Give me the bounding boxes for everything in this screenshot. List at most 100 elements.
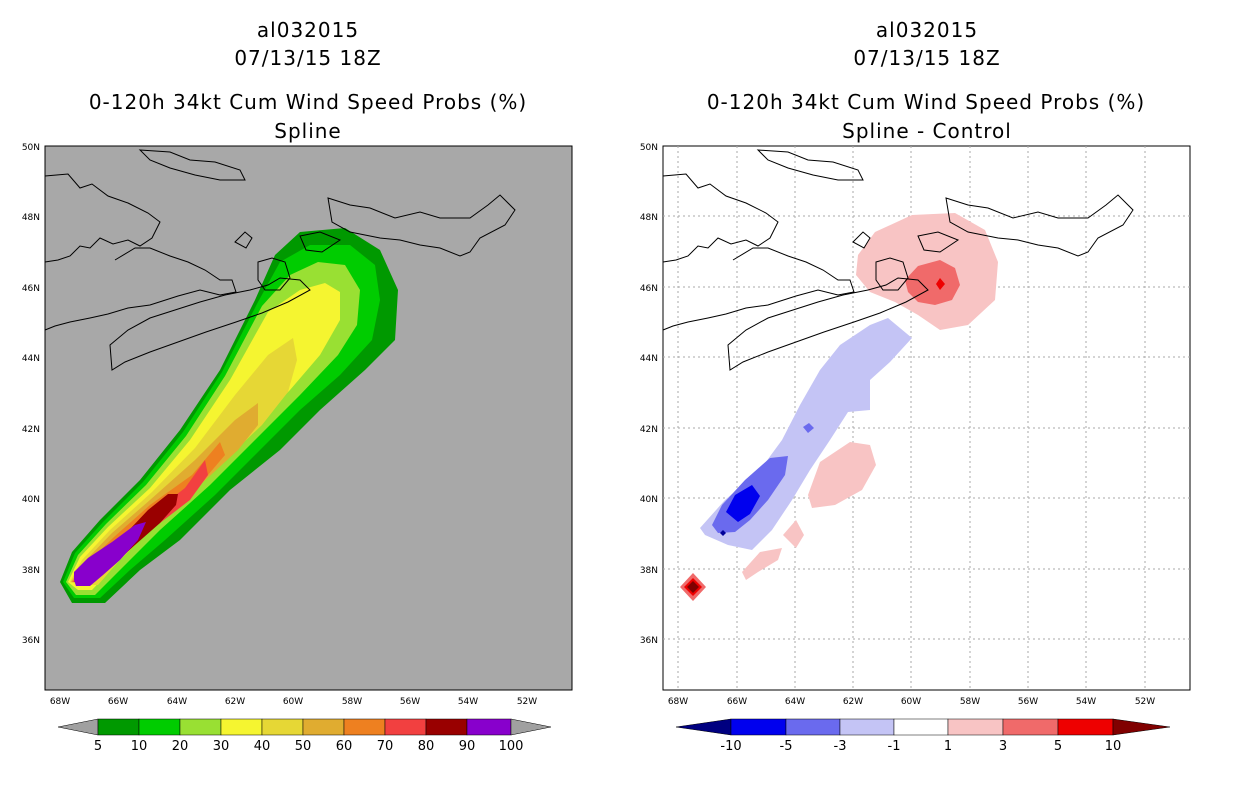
left-lon-label: 52W bbox=[517, 697, 537, 707]
left-lat-label: 42N bbox=[22, 425, 40, 435]
left-title-product: 0-120h 34kt Cum Wind Speed Probs (%) bbox=[88, 90, 528, 114]
right-difference-contours bbox=[680, 213, 998, 601]
right-colorbar-label: -5 bbox=[780, 739, 793, 754]
right-colorbar-label: 3 bbox=[999, 739, 1007, 754]
diff-neg-5-track bbox=[726, 485, 760, 522]
diff-pos-5-north bbox=[936, 278, 945, 290]
diff-pos-1-small-b bbox=[742, 548, 782, 580]
left-title-storm-id: al032015 bbox=[256, 18, 360, 42]
left-colorbar-label: 80 bbox=[418, 739, 435, 754]
right-colorbar-label: -10 bbox=[720, 739, 741, 754]
left-lat-label: 44N bbox=[22, 354, 40, 364]
left-lon-label: 58W bbox=[342, 697, 362, 707]
right-lat-label: 46N bbox=[640, 284, 658, 294]
right-lat-label: 44N bbox=[640, 354, 658, 364]
right-lon-label: 58W bbox=[960, 697, 980, 707]
left-colorbar-end-low bbox=[57, 718, 99, 736]
left-colorbar-swatch bbox=[302, 718, 345, 736]
right-lat-label: 48N bbox=[640, 213, 658, 223]
left-colorbar-labels: 5 10 20 30 40 50 60 70 80 90 100 bbox=[94, 739, 524, 754]
right-coastline bbox=[662, 149, 1134, 371]
diff-pos-3-north bbox=[905, 260, 960, 305]
right-lon-label: 54W bbox=[1076, 697, 1096, 707]
right-colorbar-label: 1 bbox=[944, 739, 952, 754]
right-lon-label: 56W bbox=[1018, 697, 1038, 707]
left-colorbar-swatch bbox=[261, 718, 304, 736]
right-lat-label: 42N bbox=[640, 425, 658, 435]
left-lon-label: 62W bbox=[225, 697, 245, 707]
right-colorbar-swatch bbox=[1057, 718, 1114, 736]
left-colorbar-label: 20 bbox=[172, 739, 189, 754]
diff-pos-1-east bbox=[808, 442, 876, 508]
left-title-method: Spline bbox=[274, 119, 342, 143]
left-lat-label: 36N bbox=[22, 636, 40, 646]
left-colorbar-swatch bbox=[179, 718, 222, 736]
right-lat-label: 50N bbox=[640, 143, 658, 153]
left-lat-label: 40N bbox=[22, 495, 40, 505]
left-colorbar-label: 5 bbox=[94, 739, 102, 754]
left-colorbar-label: 40 bbox=[254, 739, 271, 754]
right-lat-axis: 50N 48N 46N 44N 42N 40N 38N 36N bbox=[640, 143, 658, 646]
right-colorbar-swatch bbox=[839, 718, 895, 736]
right-title-method: Spline - Control bbox=[842, 119, 1012, 143]
right-lon-label: 66W bbox=[727, 697, 747, 707]
right-colorbar-swatch bbox=[947, 718, 1004, 736]
right-colorbar-label: -1 bbox=[888, 739, 901, 754]
right-colorbar-end-low bbox=[675, 718, 732, 736]
right-colorbar-swatch bbox=[893, 718, 949, 736]
left-colorbar-label: 60 bbox=[336, 739, 353, 754]
diff-spot-inner bbox=[687, 581, 699, 593]
left-lon-label: 54W bbox=[458, 697, 478, 707]
right-lon-label: 52W bbox=[1135, 697, 1155, 707]
right-title-date: 07/13/15 18Z bbox=[853, 46, 1001, 70]
left-lon-label: 68W bbox=[50, 697, 70, 707]
right-lon-axis: 68W 66W 64W 62W 60W 58W 56W 54W 52W bbox=[668, 697, 1155, 707]
left-probability-contours bbox=[60, 228, 398, 603]
left-colorbar-swatch bbox=[425, 718, 468, 736]
left-lat-label: 48N bbox=[22, 213, 40, 223]
left-lon-label: 64W bbox=[167, 697, 187, 707]
diff-neg-10-spot bbox=[720, 530, 726, 536]
right-colorbar-labels: -10 -5 -3 -1 1 3 5 10 bbox=[720, 739, 1121, 754]
left-lon-label: 56W bbox=[400, 697, 420, 707]
right-title-product: 0-120h 34kt Cum Wind Speed Probs (%) bbox=[706, 90, 1146, 114]
right-colorbar-swatch bbox=[1002, 718, 1059, 736]
left-lon-label: 66W bbox=[108, 697, 128, 707]
right-lon-label: 60W bbox=[901, 697, 921, 707]
right-lon-label: 64W bbox=[785, 697, 805, 707]
right-title-storm-id: al032015 bbox=[875, 18, 979, 42]
right-colorbar bbox=[675, 718, 1171, 736]
right-lat-label: 40N bbox=[640, 495, 658, 505]
right-colorbar-end-high bbox=[1112, 718, 1171, 736]
left-lon-label: 60W bbox=[283, 697, 303, 707]
right-lon-label: 68W bbox=[668, 697, 688, 707]
left-colorbar-swatch bbox=[97, 718, 140, 736]
right-colorbar-swatch bbox=[785, 718, 841, 736]
left-colorbar-end-high bbox=[510, 718, 552, 736]
left-lat-label: 38N bbox=[22, 566, 40, 576]
left-colorbar-label: 90 bbox=[459, 739, 476, 754]
right-lat-label: 38N bbox=[640, 566, 658, 576]
left-title-date: 07/13/15 18Z bbox=[234, 46, 382, 70]
left-lat-label: 46N bbox=[22, 284, 40, 294]
right-colorbar-label: 10 bbox=[1105, 739, 1122, 754]
left-lat-axis: 50N 48N 46N 44N 42N 40N 38N 36N bbox=[22, 143, 40, 646]
left-colorbar-swatch bbox=[466, 718, 512, 736]
contour-90 bbox=[74, 522, 146, 586]
left-colorbar-label: 100 bbox=[499, 739, 524, 754]
left-colorbar bbox=[57, 718, 552, 736]
right-lat-label: 36N bbox=[640, 636, 658, 646]
left-lat-label: 50N bbox=[22, 143, 40, 153]
left-colorbar-label: 50 bbox=[295, 739, 312, 754]
left-colorbar-swatch bbox=[384, 718, 427, 736]
left-coastline bbox=[44, 149, 516, 371]
left-colorbar-swatch bbox=[220, 718, 263, 736]
right-colorbar-label: -3 bbox=[834, 739, 847, 754]
left-lon-axis: 68W 66W 64W 62W 60W 58W 56W 54W 52W bbox=[50, 697, 537, 707]
left-colorbar-label: 70 bbox=[377, 739, 394, 754]
right-colorbar-label: 5 bbox=[1054, 739, 1062, 754]
left-colorbar-label: 10 bbox=[131, 739, 148, 754]
right-lon-label: 62W bbox=[843, 697, 863, 707]
left-colorbar-swatch bbox=[138, 718, 181, 736]
diff-neg-3-spot bbox=[803, 423, 814, 433]
